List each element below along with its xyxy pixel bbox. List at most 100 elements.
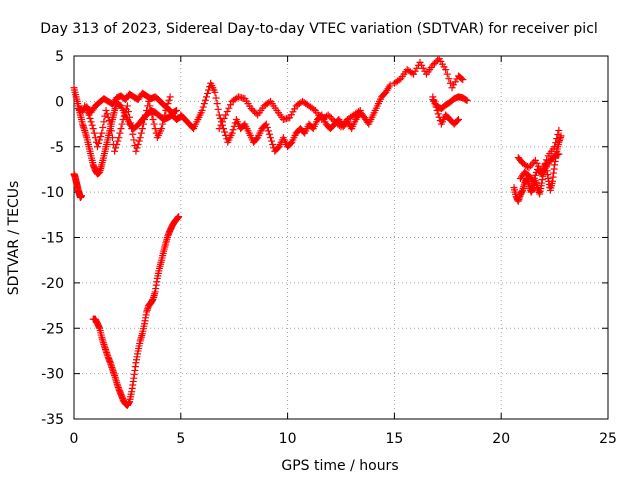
data-point [262, 120, 270, 128]
data-point [448, 84, 456, 92]
data-point [226, 101, 234, 109]
x-tick-label: 15 [385, 431, 403, 447]
data-point [451, 78, 459, 86]
data-point [553, 135, 561, 143]
data-point [267, 134, 275, 142]
data-point [554, 130, 562, 138]
data-point [443, 70, 451, 78]
series-mid-upper [215, 93, 364, 133]
data-point [445, 75, 453, 83]
series-start-drop [70, 170, 85, 202]
y-tick-label: -15 [41, 231, 64, 247]
data-point [200, 100, 208, 108]
data-point [127, 119, 135, 127]
data-point [119, 116, 127, 124]
x-tick-label: 5 [176, 431, 185, 447]
data-point [463, 96, 471, 104]
data-point [108, 134, 116, 142]
data-point [99, 123, 107, 131]
data-point [175, 213, 183, 221]
data-point [121, 109, 129, 117]
data-point [247, 105, 255, 113]
data-point [252, 109, 260, 117]
data-point [229, 126, 237, 134]
data-point [265, 99, 273, 107]
data-point [204, 89, 211, 97]
data-point [212, 94, 220, 102]
y-tick-label: -35 [41, 412, 64, 428]
data-point [113, 140, 121, 148]
data-point [310, 105, 318, 113]
data-point [140, 116, 148, 124]
data-point [555, 150, 563, 158]
y-tick-label: 5 [55, 49, 64, 65]
data-point [102, 106, 110, 114]
data-point [265, 130, 273, 138]
data-point [142, 111, 150, 119]
data-point [126, 113, 134, 121]
data-point [462, 96, 470, 104]
y-tick-label: -10 [41, 185, 64, 201]
data-point [459, 76, 467, 84]
data-point [214, 105, 222, 113]
data-point [173, 106, 181, 114]
data-point [356, 106, 364, 114]
data-point [87, 118, 95, 126]
data-point [450, 81, 458, 89]
x-tick-label: 0 [70, 431, 79, 447]
data-point [158, 125, 166, 133]
data-point [557, 132, 565, 140]
data-point [114, 137, 122, 145]
data-point [421, 67, 429, 75]
data-point [148, 111, 156, 119]
data-point [201, 96, 209, 104]
series-dip-curve [89, 213, 183, 409]
data-point [100, 118, 108, 126]
axis-ticks [73, 55, 609, 420]
data-point [289, 108, 297, 116]
x-tick-label: 20 [492, 431, 510, 447]
data-point [419, 64, 427, 72]
data-point [551, 143, 559, 151]
data-point [130, 136, 138, 144]
data-point [355, 108, 363, 116]
series-evening-tail [429, 93, 462, 128]
data-point [416, 58, 424, 66]
data-point [411, 67, 419, 75]
data-point [286, 114, 294, 122]
data-point [137, 129, 145, 137]
data-point [147, 106, 155, 114]
data-point [430, 59, 438, 67]
data-point [458, 75, 466, 83]
data-point [124, 108, 132, 116]
chart-title: Day 313 of 2023, Sidereal Day-to-day VTE… [40, 21, 598, 37]
data-point [287, 111, 295, 119]
series-evening-loop [429, 93, 471, 113]
data-point [198, 106, 206, 114]
data-point [442, 66, 450, 74]
data-point [530, 174, 538, 182]
data-point [111, 147, 119, 155]
data-point [134, 140, 142, 148]
y-tick-label: -5 [50, 140, 64, 156]
data-point [523, 162, 531, 170]
data-point [139, 120, 147, 128]
data-point [223, 108, 231, 116]
y-tick-label: -30 [41, 367, 64, 383]
data-point [410, 70, 418, 78]
data-point [77, 192, 85, 200]
data-point [116, 129, 124, 137]
series-late-spikes [514, 126, 563, 176]
data-point [268, 137, 276, 145]
data-point [434, 110, 442, 118]
data-point [531, 156, 539, 164]
data-point [211, 88, 219, 96]
data-point [533, 159, 541, 167]
data-point [213, 100, 221, 108]
data-point [326, 113, 334, 121]
data-point [249, 106, 257, 114]
data-point [93, 143, 101, 151]
data-point [453, 117, 461, 125]
data-point [96, 136, 104, 144]
data-point [104, 113, 112, 121]
